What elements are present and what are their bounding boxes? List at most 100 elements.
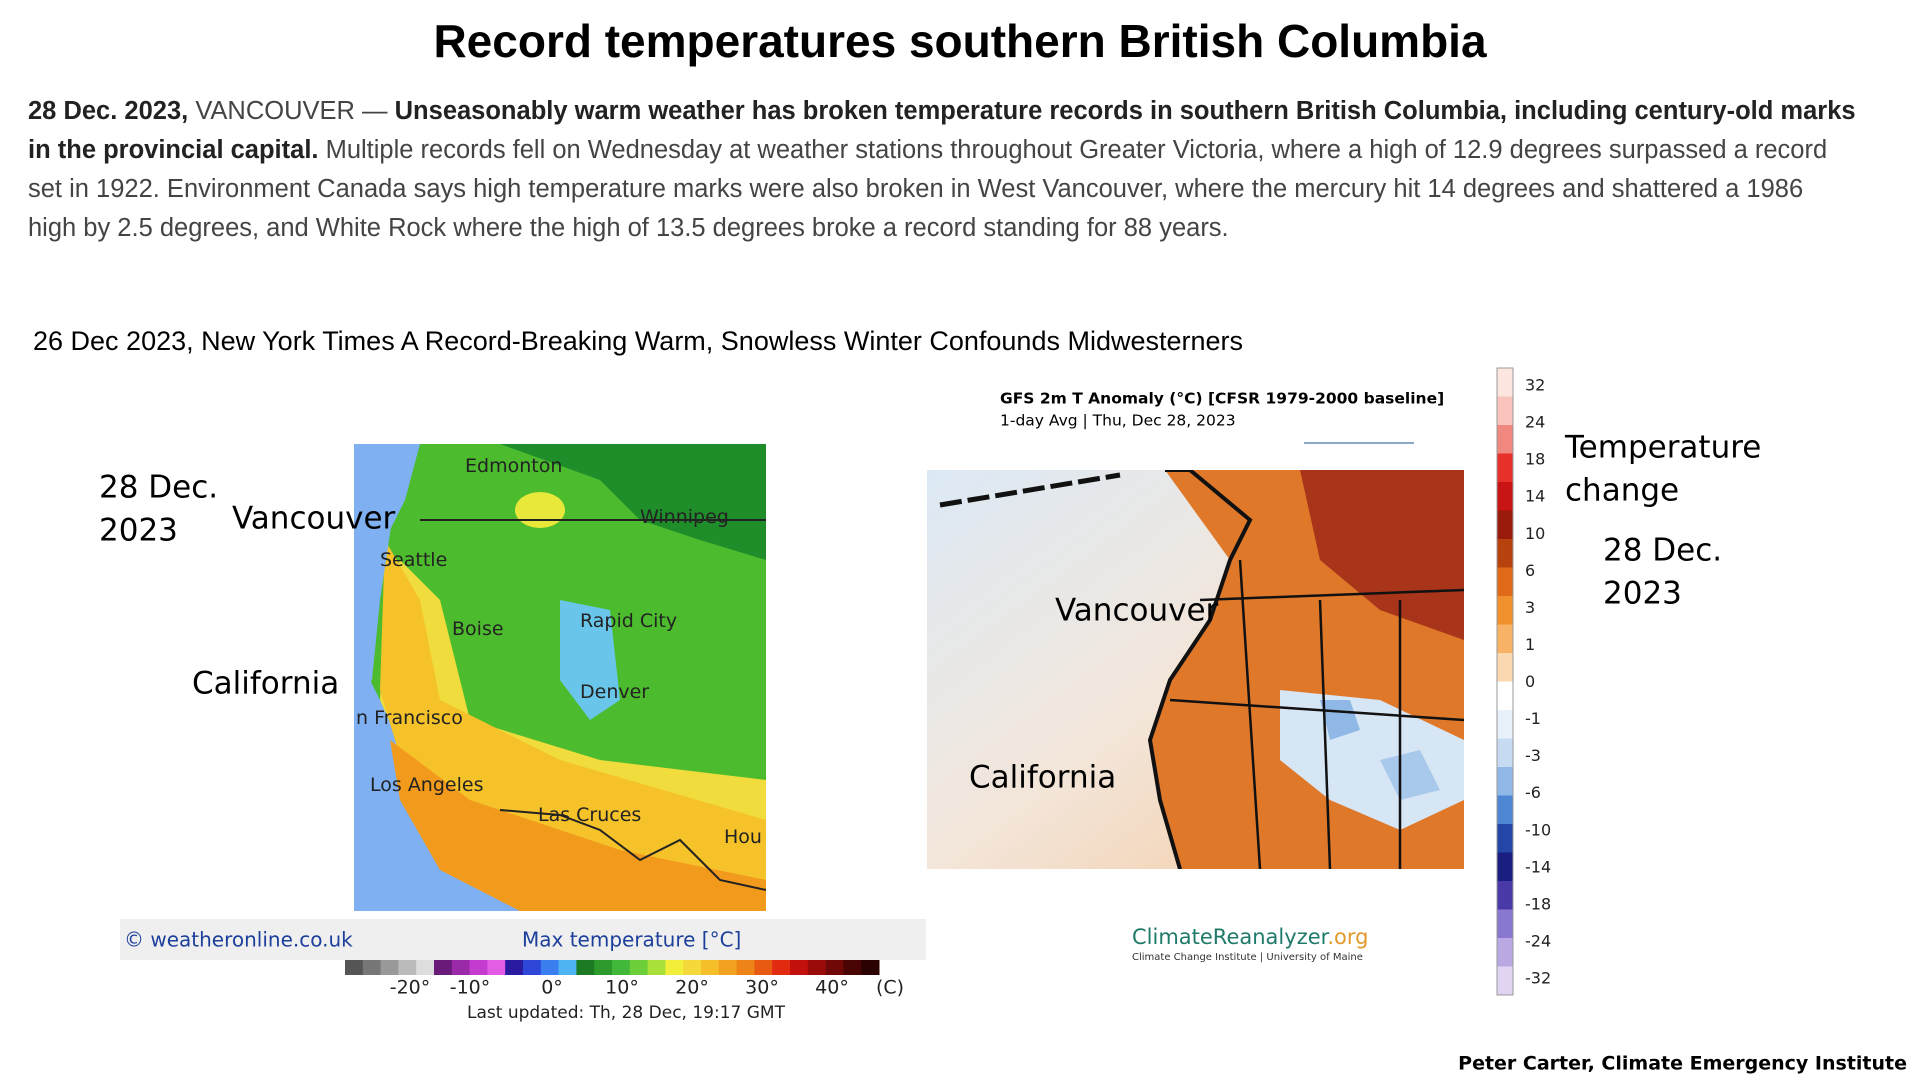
city-label: Rapid City	[580, 610, 677, 632]
colorbar-swatch	[1497, 596, 1513, 625]
logo-main: ClimateReanalyzer	[1132, 925, 1330, 949]
colorbar-swatch	[861, 960, 880, 975]
colorbar-label: 30°	[745, 977, 779, 999]
map-header: GFS 2m T Anomaly (°C) [CFSR 1979-2000 ba…	[1000, 390, 1444, 408]
city-label: Las Cruces	[538, 804, 641, 826]
colorbar-label: -18	[1525, 894, 1551, 913]
colorbar-swatch	[647, 960, 666, 975]
legend-title: Max temperature [°C]	[522, 928, 741, 952]
source-label: © weatheronline.co.uk	[124, 928, 353, 952]
colorbar-swatch	[523, 960, 542, 975]
colorbar-label: 10	[1525, 524, 1545, 543]
credit: Peter Carter, Climate Emergency Institut…	[1458, 1053, 1907, 1075]
colorbar-label: -20°	[390, 977, 431, 999]
colorbar-swatch	[469, 960, 488, 975]
map-label: California	[969, 760, 1116, 796]
colorbar-swatch	[807, 960, 827, 975]
colorbar-swatch	[772, 960, 791, 975]
colorbar-swatch	[434, 960, 453, 975]
colorbar-swatch	[790, 960, 809, 975]
colorbar-swatch	[754, 960, 773, 975]
colorbar-label: 32	[1525, 376, 1545, 395]
colorbar-label: -3	[1525, 746, 1541, 765]
city-label: Edmonton	[465, 455, 562, 477]
colorbar-label: -10	[1525, 820, 1551, 839]
logo: ClimateReanalyzer.org	[1132, 925, 1368, 949]
colorbar-swatch	[1497, 396, 1513, 426]
colorbar-label: 3	[1525, 598, 1535, 617]
date-label: 2023	[99, 513, 178, 549]
colorbar-label: 10°	[605, 977, 639, 999]
colorbar-swatch	[1497, 738, 1513, 768]
slide-title: Record temperatures southern British Col…	[433, 15, 1487, 67]
right-colorbar	[1496, 367, 1514, 996]
colorbar-swatch	[1497, 966, 1513, 996]
colorbar-swatch	[1497, 767, 1513, 796]
nyt-headline: 26 Dec 2023, New York Times A Record-Bre…	[33, 326, 1244, 356]
city-label: Los Angeles	[370, 774, 483, 796]
map-label: California	[192, 666, 339, 702]
article-body: Multiple records fell on Wednesday at we…	[28, 136, 1828, 242]
colorbar-swatch	[487, 960, 506, 975]
colorbar-swatch	[1497, 539, 1513, 568]
colorbar-swatch	[683, 960, 702, 975]
right-map	[927, 470, 1464, 869]
colorbar-swatch	[1497, 681, 1513, 711]
colorbar-swatch	[718, 960, 738, 975]
colorbar-label: 1	[1525, 635, 1535, 654]
article-date: 28 Dec. 2023,	[28, 97, 189, 125]
logo-subtitle: Climate Change Institute | University of…	[1132, 952, 1363, 963]
colorbar-swatch	[1497, 425, 1513, 454]
colorbar-label: -14	[1525, 857, 1551, 876]
colorbar-swatch	[1497, 710, 1513, 739]
colorbar-label: 24	[1525, 413, 1545, 432]
map-label: Vancouver	[1055, 593, 1219, 629]
colorbar-label: -6	[1525, 783, 1541, 802]
scale-title: Temperature	[1564, 430, 1761, 466]
colorbar-swatch	[416, 960, 435, 975]
city-label: n Francisco	[356, 707, 463, 729]
colorbar-swatch	[1497, 624, 1513, 654]
city-label: Winnipeg	[640, 506, 729, 528]
colorbar-swatch	[451, 960, 471, 975]
colorbar-swatch	[629, 960, 649, 975]
colorbar-swatch	[1497, 653, 1513, 682]
city-label: Boise	[452, 618, 504, 640]
colorbar-swatch	[1497, 938, 1513, 967]
map-subheader: 1-day Avg | Thu, Dec 28, 2023	[1000, 412, 1236, 430]
colorbar-swatch	[540, 960, 560, 975]
city-label: Hou	[724, 826, 762, 848]
colorbar-label: -24	[1525, 931, 1551, 950]
colorbar-label: 6	[1525, 561, 1535, 580]
date-label: 28 Dec.	[1603, 533, 1722, 569]
colorbar-swatch	[736, 960, 755, 975]
colorbar-swatch	[398, 960, 417, 975]
colorbar-swatch	[825, 960, 844, 975]
colorbar-swatch	[380, 960, 399, 975]
city-label: Seattle	[380, 549, 447, 571]
city-label: Denver	[580, 681, 649, 703]
colorbar-label: 14	[1525, 487, 1545, 506]
updated-label: Last updated: Th, 28 Dec, 19:17 GMT	[467, 1003, 786, 1023]
colorbar-frame	[1496, 367, 1514, 996]
colorbar-swatch	[345, 960, 364, 975]
colorbar-swatch	[1497, 852, 1513, 882]
article-location: VANCOUVER —	[195, 97, 388, 125]
city-labels: Edmonton Winnipeg Seattle Boise Rapid Ci…	[356, 455, 762, 848]
colorbar-label: 20°	[675, 977, 709, 999]
colorbar-swatch	[1497, 909, 1513, 939]
left-colorbar-labels: -20° -10° 0° 10° 20° 30° 40° (C)	[390, 977, 904, 999]
colorbar-label: 0°	[541, 977, 563, 999]
colorbar-swatch	[362, 960, 382, 975]
colorbar-swatch	[558, 960, 577, 975]
colorbar-swatch	[701, 960, 720, 975]
colorbar-label: -32	[1525, 969, 1551, 988]
scale-title: change	[1565, 473, 1679, 509]
colorbar-swatch	[576, 960, 595, 975]
colorbar-label: 18	[1525, 450, 1545, 469]
date-label: 28 Dec.	[99, 470, 218, 506]
colorbar-swatch	[665, 960, 684, 975]
